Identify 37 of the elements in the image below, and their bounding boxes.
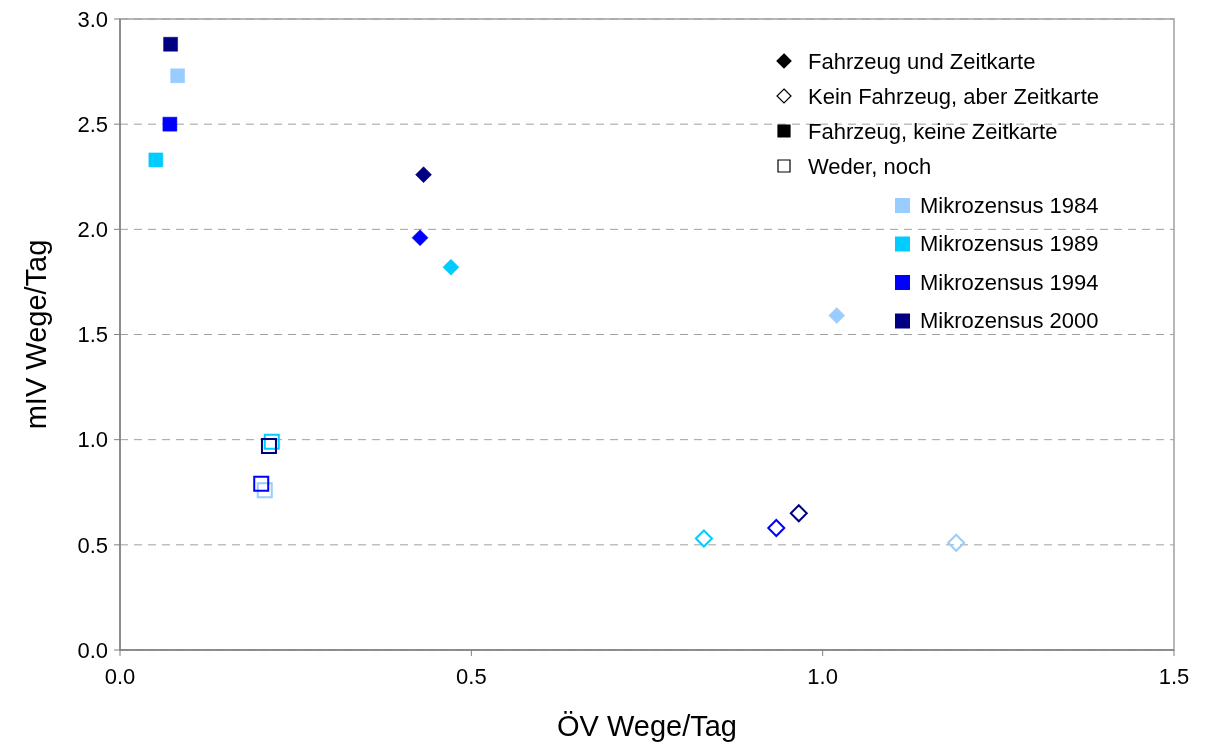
point xyxy=(263,433,280,450)
y-tick-label: 0.0 xyxy=(77,637,108,663)
annotation: Kein Fahrzeug, aber Zeitkarte xyxy=(808,83,1100,109)
legend-label: Mikrozensus 1989 xyxy=(920,231,1099,257)
point xyxy=(253,475,270,492)
x-tick-label: 1.0 xyxy=(807,664,838,689)
x-tick-label: 0.5 xyxy=(456,664,487,689)
y-tick-label: 1.0 xyxy=(77,427,108,453)
point xyxy=(828,307,845,324)
annotation: Fahrzeug und Zeitkarte xyxy=(808,48,1036,74)
point xyxy=(947,533,966,552)
y-tick-label: 2.0 xyxy=(77,217,108,243)
x-tick-label: 0.0 xyxy=(104,664,136,689)
x-tick-label: 1.5 xyxy=(1158,664,1190,689)
x-axis-title: ÖV Wege/Tag xyxy=(556,710,738,742)
y-tick-label: 1.5 xyxy=(77,322,108,348)
y-tick-label: 3.0 xyxy=(77,6,108,32)
y-tick-label: 2.5 xyxy=(77,111,108,137)
legend-label: Mikrozensus 1994 xyxy=(920,269,1099,295)
legend-label: Mikrozensus 2000 xyxy=(920,308,1099,334)
point xyxy=(170,68,185,84)
point xyxy=(411,229,429,246)
point xyxy=(694,529,713,548)
point xyxy=(789,504,808,523)
point xyxy=(415,166,432,183)
y-axis-title: mIV Wege/Tag xyxy=(20,239,52,430)
point xyxy=(163,36,178,52)
point xyxy=(442,258,460,276)
point xyxy=(260,437,277,454)
annotation: Fahrzeug, keine Zeitkarte xyxy=(808,118,1058,144)
y-tick-label: 0.5 xyxy=(77,532,108,558)
point xyxy=(256,482,273,499)
legend-label: Mikrozensus 1984 xyxy=(920,192,1099,218)
point xyxy=(767,519,786,538)
point xyxy=(148,152,164,168)
annotation: Weder, noch xyxy=(808,153,932,179)
point xyxy=(162,116,178,132)
